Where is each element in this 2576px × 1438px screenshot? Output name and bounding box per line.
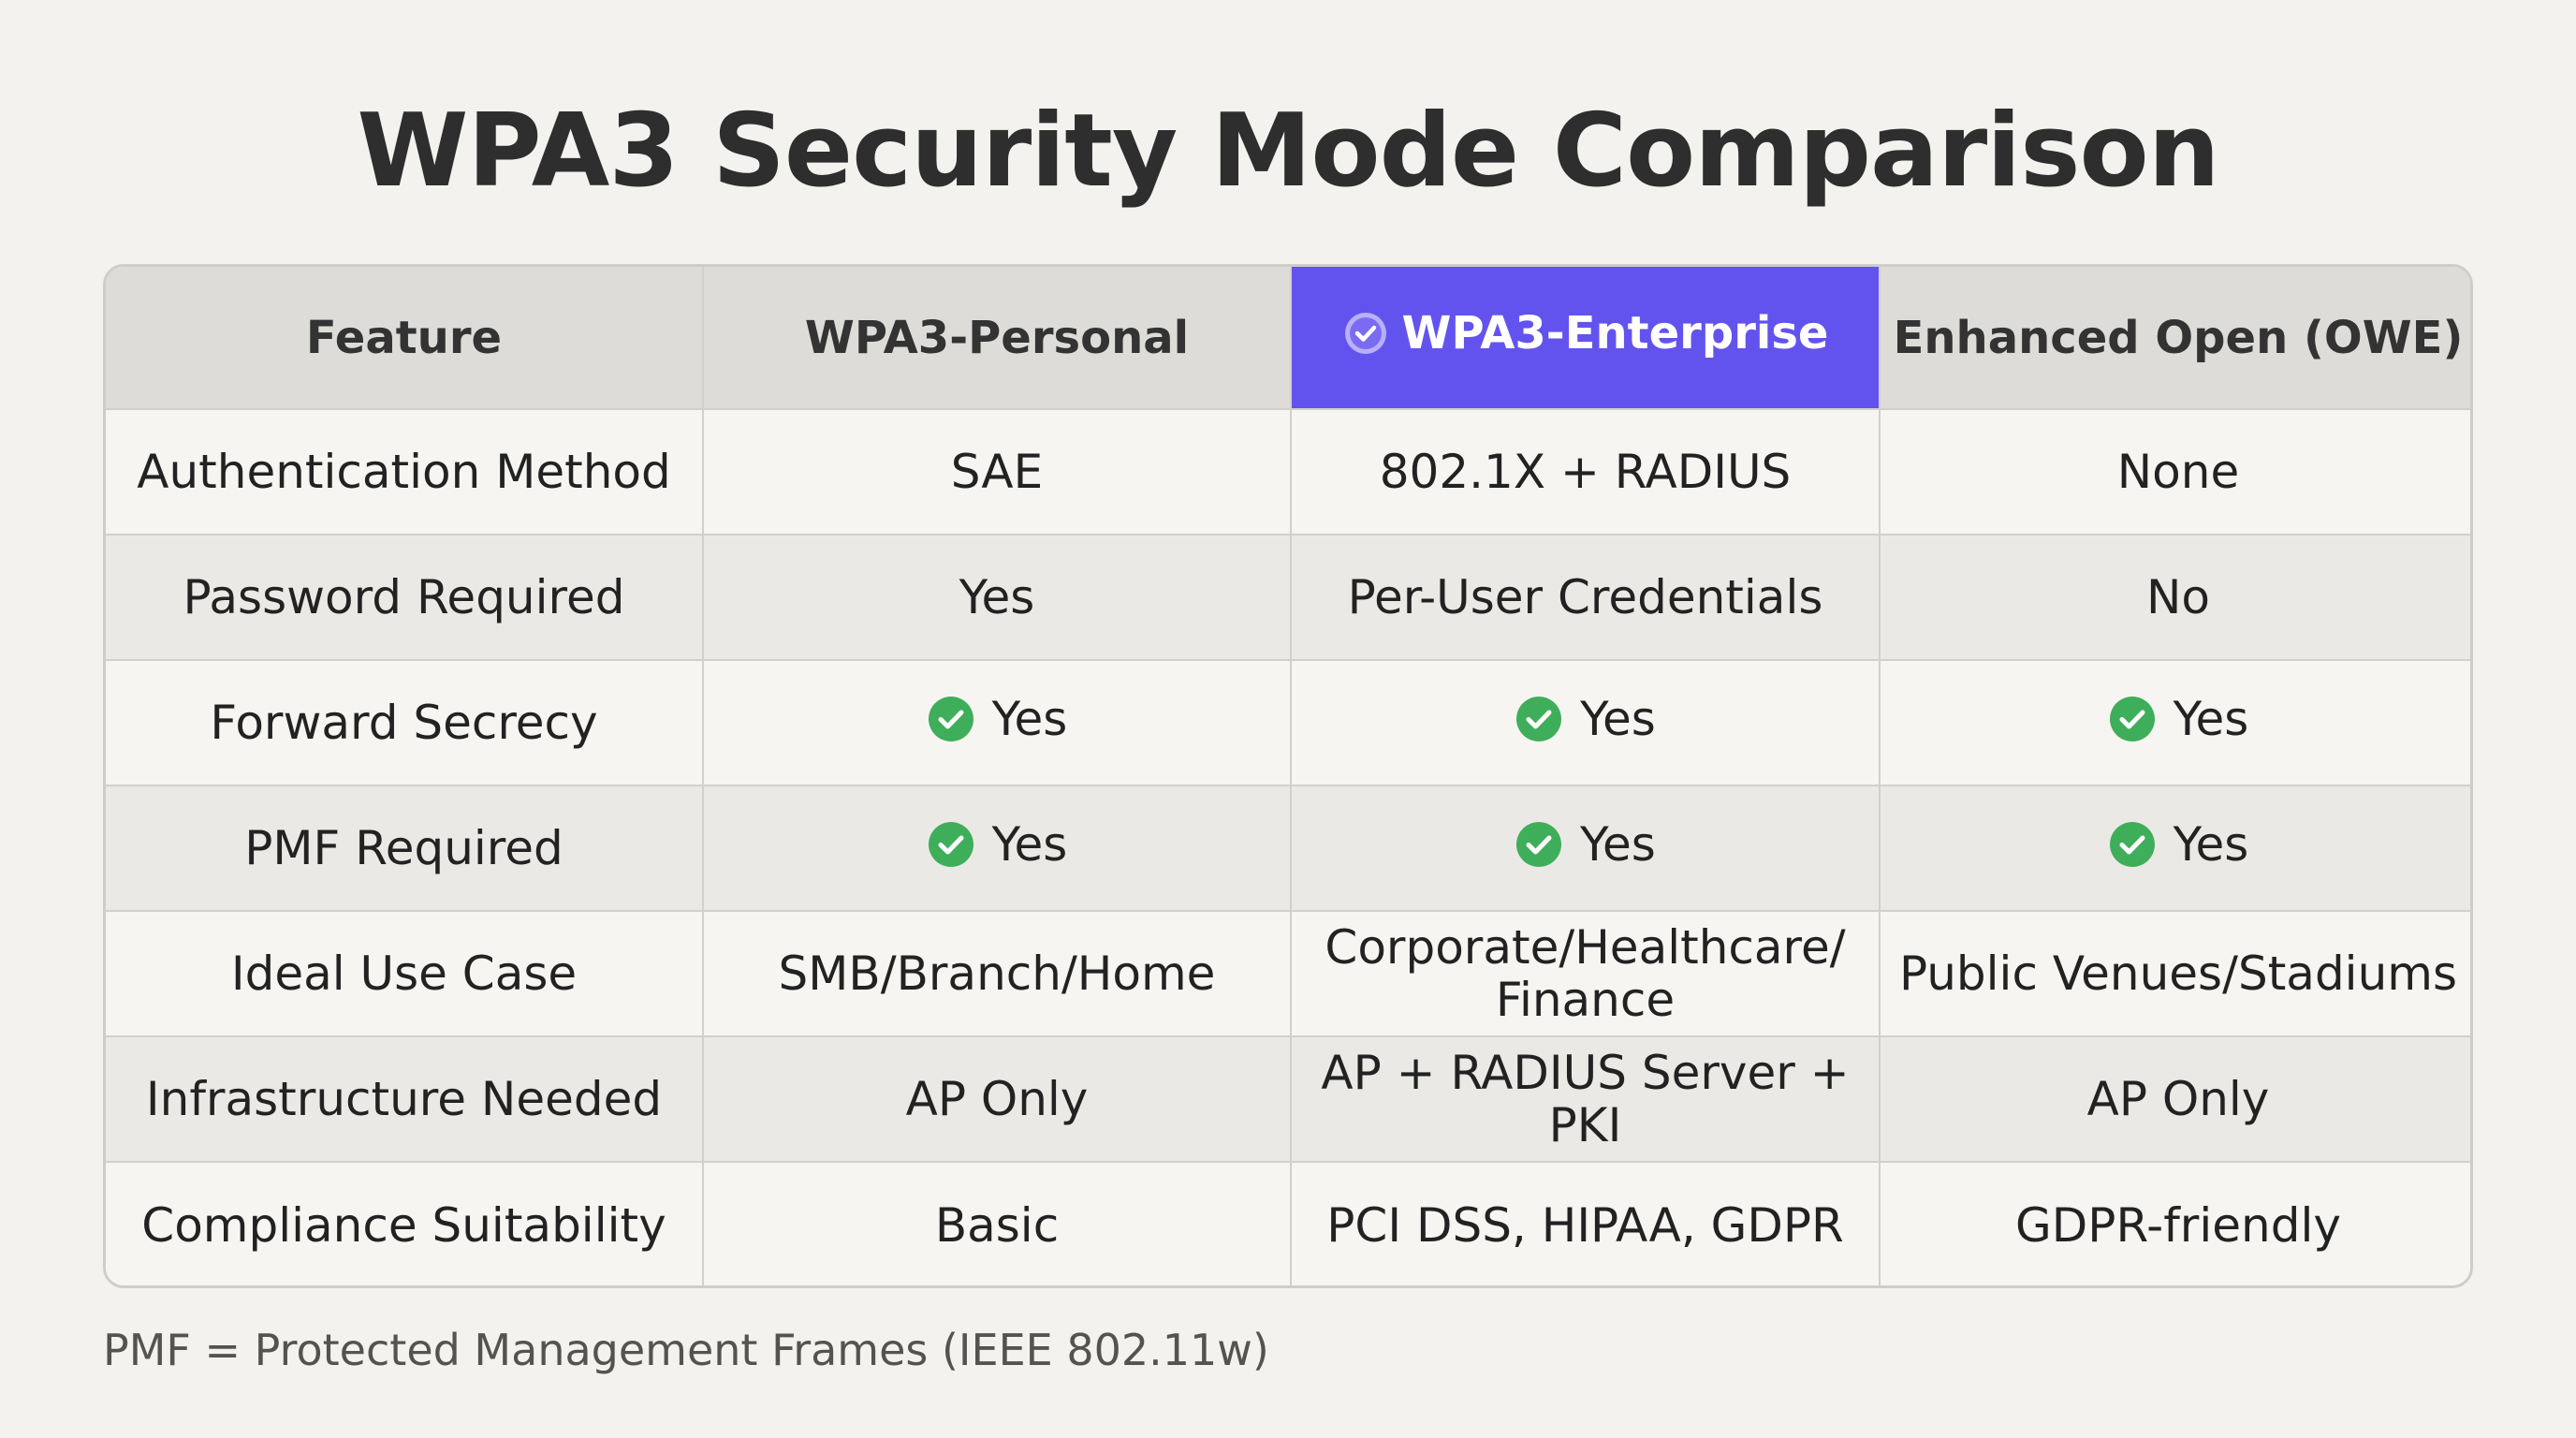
cell-enhanced-open: Public Venues/Stadiums — [1879, 910, 2470, 1037]
cell-text: Basic — [934, 1197, 1060, 1253]
cell-text: Yes — [1580, 691, 1656, 746]
cell-text: Authentication Method — [137, 445, 671, 499]
cell-text: 802.1X + RADIUS — [1379, 445, 1792, 499]
cell-text: Yes — [2173, 816, 2249, 872]
cell-text: Per-User Credentials — [1347, 570, 1823, 624]
green-check-icon — [1515, 695, 1563, 743]
cell-text: GDPR-friendly — [2015, 1197, 2341, 1253]
cell-wpa3-personal: Basic — [702, 1161, 1292, 1285]
cell-text: Infrastructure Needed — [145, 1072, 663, 1126]
cell-text: Yes — [2173, 691, 2249, 746]
table-row: Authentication Method SAE 802.1X + RADIUS N… — [106, 408, 2470, 536]
cell-text: Password Required — [183, 570, 625, 624]
cell-wpa3-enterprise: Yes — [1290, 785, 1881, 912]
cell-wpa3-personal: Yes — [702, 534, 1292, 661]
cell-wpa3-enterprise: Corporate/Healthcare/ Finance — [1290, 910, 1881, 1037]
header-wpa3-enterprise: WPA3-Enterprise — [1290, 267, 1881, 410]
table-row: Forward Secrecy Yes Yes Yes — [106, 659, 2470, 786]
cell-enhanced-open: GDPR-friendly — [1879, 1161, 2470, 1285]
yes-value: Yes — [1515, 693, 1656, 745]
cell-wpa3-enterprise: AP + RADIUS Server + PKI — [1290, 1035, 1881, 1163]
cell-wpa3-enterprise: 802.1X + RADIUS — [1290, 408, 1881, 536]
yes-value: Yes — [1515, 818, 1656, 871]
cell-wpa3-enterprise: PCI DSS, HIPAA, GDPR — [1290, 1161, 1881, 1285]
yes-value: Yes — [927, 691, 1068, 746]
header-wpa3-enterprise-label: WPA3-Enterprise — [1401, 307, 1829, 360]
cell-enhanced-open: AP Only — [1879, 1035, 2470, 1163]
cell-text: PCI DSS, HIPAA, GDPR — [1326, 1197, 1844, 1253]
cell-feature: Authentication Method — [106, 408, 704, 536]
cell-text: None — [2116, 445, 2240, 499]
green-check-icon — [927, 695, 975, 743]
header-wpa3-personal: WPA3-Personal — [702, 267, 1292, 410]
cell-text: Corporate/Healthcare/ Finance — [1325, 920, 1846, 1027]
cell-wpa3-personal: Yes — [702, 785, 1292, 912]
table-row: PMF Required Yes Yes Yes — [106, 785, 2470, 912]
comparison-table: Feature WPA3-Personal WPA3-Enterprise — [103, 264, 2473, 1288]
cell-text: AP Only — [905, 1072, 1089, 1126]
cell-text: Public Venues/Stadiums — [1898, 946, 2458, 1001]
cell-text: AP + RADIUS Server + PKI — [1321, 1046, 1850, 1152]
cell-feature: Infrastructure Needed — [106, 1035, 704, 1163]
cell-text: Yes — [991, 816, 1068, 872]
cell-text: Yes — [959, 570, 1035, 624]
yes-value: Yes — [2108, 816, 2249, 872]
green-check-icon — [2108, 820, 2157, 869]
cell-text: Yes — [991, 691, 1068, 746]
green-check-icon — [2108, 695, 2157, 743]
cell-feature: Forward Secrecy — [106, 659, 704, 786]
header-feature: Feature — [106, 267, 704, 410]
cell-feature: Ideal Use Case — [106, 910, 704, 1037]
cell-feature: PMF Required — [106, 785, 704, 912]
cell-text: SAE — [950, 445, 1044, 499]
cell-text: No — [2146, 570, 2210, 624]
cell-text: SMB/Branch/Home — [778, 946, 1216, 1001]
cell-enhanced-open: Yes — [1879, 659, 2470, 786]
cell-text: Ideal Use Case — [230, 946, 578, 1001]
cell-feature: Compliance Suitability — [106, 1161, 704, 1285]
cell-text: Yes — [1580, 816, 1656, 872]
table-header-row: Feature WPA3-Personal WPA3-Enterprise — [106, 267, 2470, 410]
table-row: Infrastructure Needed AP Only AP + RADIUS … — [106, 1035, 2470, 1163]
cell-enhanced-open: None — [1879, 408, 2470, 536]
cell-text: PMF Required — [244, 821, 564, 875]
cell-wpa3-personal: SMB/Branch/Home — [702, 910, 1292, 1037]
cell-enhanced-open: No — [1879, 534, 2470, 661]
cell-wpa3-personal: SAE — [702, 408, 1292, 536]
cell-wpa3-enterprise: Yes — [1290, 659, 1881, 786]
yes-value: Yes — [2108, 691, 2249, 746]
page-title: WPA3 Security Mode Comparison — [357, 93, 2219, 210]
table-row: Password Required Yes Per-User Credentials… — [106, 534, 2470, 661]
cell-enhanced-open: Yes — [1879, 785, 2470, 912]
cell-wpa3-personal: AP Only — [702, 1035, 1292, 1163]
cell-wpa3-personal: Yes — [702, 659, 1292, 786]
cell-text: Forward Secrecy — [210, 696, 598, 750]
table-body: Authentication Method SAE 802.1X + RADIUS N… — [106, 408, 2470, 1285]
green-check-icon — [927, 820, 975, 869]
cell-text: AP Only — [2086, 1072, 2270, 1126]
footnote: PMF = Protected Management Frames (IEEE … — [103, 1325, 1269, 1375]
table-row: Compliance Suitability Basic PCI DSS, HIPA… — [106, 1161, 2470, 1285]
table-row: Ideal Use Case SMB/Branch/Home Corporate/H… — [106, 910, 2470, 1037]
header-enhanced-open: Enhanced Open (OWE) — [1879, 267, 2470, 410]
cell-text: Compliance Suitability — [141, 1197, 666, 1253]
check-circle-icon — [1342, 310, 1389, 357]
yes-value: Yes — [927, 816, 1068, 872]
cell-wpa3-enterprise: Per-User Credentials — [1290, 534, 1881, 661]
cell-feature: Password Required — [106, 534, 704, 661]
green-check-icon — [1515, 820, 1563, 869]
